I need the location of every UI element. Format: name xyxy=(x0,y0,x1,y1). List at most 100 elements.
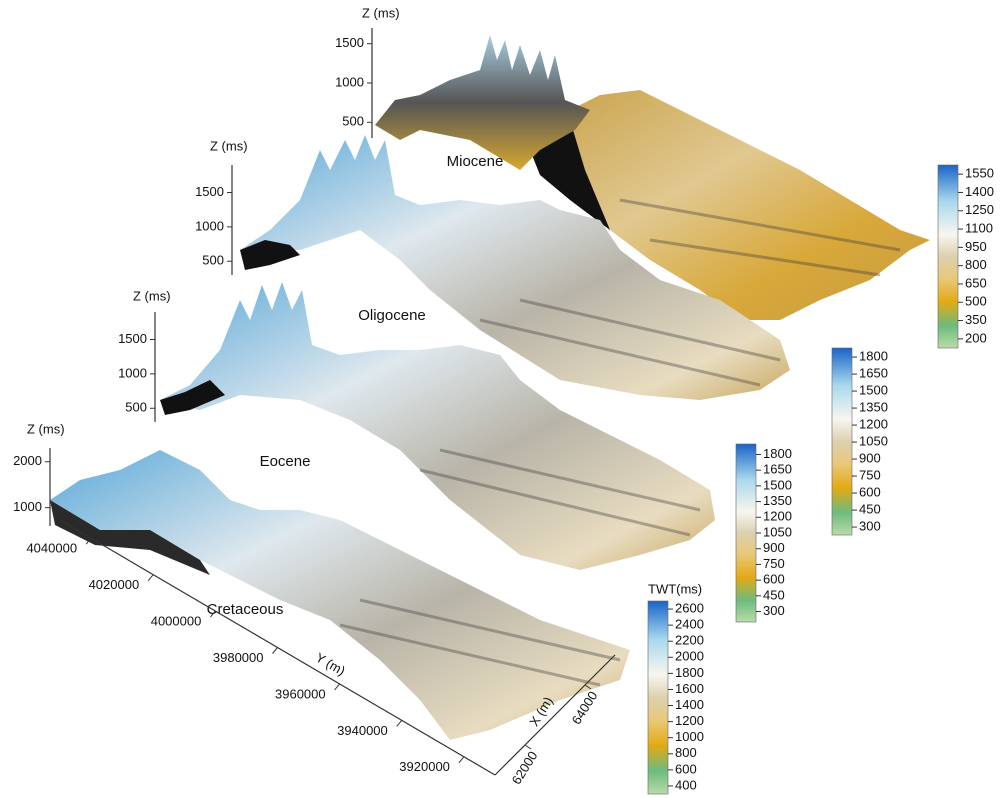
colorbar-tick-label: 500 xyxy=(965,294,987,309)
surface-name: Miocene xyxy=(447,153,504,170)
colorbar-tick-label: 1800 xyxy=(675,665,704,680)
y-axis-label: Y (m) xyxy=(313,650,348,679)
colorbar-tick-label: 1350 xyxy=(859,400,888,415)
cretaceous-shadow xyxy=(50,500,210,575)
colorbar-tick-label: 1400 xyxy=(965,184,994,199)
colorbar-tick-label: 200 xyxy=(965,330,987,345)
colorbar-tick-label: 2600 xyxy=(675,600,704,615)
x-tick xyxy=(524,744,532,750)
eocene-surface xyxy=(160,282,715,570)
z-axis-label: Z (ms) xyxy=(133,288,171,303)
y-tick-label: 4000000 xyxy=(151,614,202,629)
colorbar-tick-label: 1200 xyxy=(763,509,792,524)
colorbar-tick-label: 1800 xyxy=(859,349,888,364)
z-tick-label: 2000 xyxy=(13,453,42,468)
colorbar-tick-label: 600 xyxy=(763,572,785,587)
y-tick xyxy=(334,683,341,691)
colorbar-tick-label: 1000 xyxy=(675,729,704,744)
miocene-surface xyxy=(540,90,930,320)
y-tick-label: 3960000 xyxy=(275,686,326,701)
y-tick xyxy=(272,647,278,654)
colorbar-tick-label: 1050 xyxy=(763,524,792,539)
y-tick xyxy=(85,537,92,545)
colorbar-tick-label: 750 xyxy=(763,556,785,571)
y-tick-label: 3940000 xyxy=(337,723,388,738)
surface-name: Oligocene xyxy=(358,307,426,324)
colorbar-tick-label: 1650 xyxy=(859,366,888,381)
z-tick-label: 500 xyxy=(125,400,147,415)
colorbar-tick-label: 1200 xyxy=(859,417,888,432)
x-tick-label: 62000 xyxy=(509,748,541,787)
x-axis-line xyxy=(494,654,616,776)
colorbar-tick-label: 300 xyxy=(859,519,881,534)
ridge xyxy=(419,468,691,537)
colorbar-tick-label: 900 xyxy=(763,540,785,555)
colorbar xyxy=(831,347,853,536)
y-tick-label: 4020000 xyxy=(89,577,140,592)
colorbar-tick-label: 1650 xyxy=(763,462,792,477)
y-tick xyxy=(147,574,154,581)
ridge xyxy=(479,318,761,387)
colorbar-tick-label: 400 xyxy=(675,777,697,792)
colorbar-tick-label: 650 xyxy=(965,275,987,290)
z-axis-label: Z (ms) xyxy=(362,5,400,20)
ridge xyxy=(339,623,601,687)
z-tick-label: 500 xyxy=(342,114,364,129)
surface-name: Cretaceous xyxy=(207,601,284,618)
colorbar-tick-label: 1600 xyxy=(675,681,704,696)
y-tick xyxy=(458,756,465,764)
colorbar-tick-label: 1350 xyxy=(763,493,792,508)
ridge xyxy=(649,238,881,277)
colorbar-tick-label: 800 xyxy=(675,745,697,760)
y-tick xyxy=(396,720,403,727)
surface-name: Eocene xyxy=(260,453,311,470)
y-tick-label: 4040000 xyxy=(26,541,77,556)
colorbar-tick-label: 450 xyxy=(763,587,785,602)
colorbar-tick-label: 350 xyxy=(965,312,987,327)
colorbar-tick-label: 2000 xyxy=(675,649,704,664)
oligocene-surface xyxy=(240,135,790,400)
colorbar-tick-label: 1250 xyxy=(965,202,994,217)
surfaces xyxy=(50,35,930,740)
z-tick-label: 1500 xyxy=(335,35,364,50)
colorbar-tick-label: 1050 xyxy=(859,434,888,449)
colorbar xyxy=(735,443,757,623)
z-tick-label: 1000 xyxy=(118,365,147,380)
colorbar-tick-label: 1100 xyxy=(965,220,993,235)
colorbar-tick-label: 1550 xyxy=(965,166,994,181)
oligocene-shadow xyxy=(240,240,300,270)
colorbar-tick-label: 800 xyxy=(965,257,987,272)
y-tick-label: 3920000 xyxy=(399,759,450,774)
z-tick-label: 1500 xyxy=(118,331,147,346)
colorbar-tick-label: 1500 xyxy=(859,383,888,398)
y-tick-label: 3980000 xyxy=(213,650,264,665)
x-tick xyxy=(584,684,592,690)
cretaceous-surface xyxy=(50,450,630,740)
colorbar-tick-label: 2400 xyxy=(675,617,704,632)
colorbar-tick-label: 750 xyxy=(859,468,881,483)
colorbar-tick-label: 300 xyxy=(763,603,785,618)
colorbar-tick-label: 600 xyxy=(859,485,881,500)
y-tick xyxy=(209,610,216,618)
z-tick-label: 1500 xyxy=(195,184,224,199)
z-tick-label: 1000 xyxy=(195,218,224,233)
colorbar-tick-label: 450 xyxy=(859,502,881,517)
colorbar-tick-label: 1200 xyxy=(675,713,704,728)
eocene-shadow xyxy=(160,380,225,415)
ridge xyxy=(519,298,781,362)
miocene-shadow xyxy=(530,120,610,230)
colorbar-tick-label: 1400 xyxy=(675,697,704,712)
colorbar-tick-label: 2200 xyxy=(675,633,704,648)
colorbar xyxy=(937,164,959,349)
colorbar-tick-label: 1500 xyxy=(763,477,792,492)
ridge xyxy=(619,198,901,252)
miocene-peaks xyxy=(375,35,590,170)
colorbar xyxy=(647,600,669,795)
colorbar-tick-label: 1800 xyxy=(763,446,792,461)
ridge-lines xyxy=(339,198,901,687)
z-tick-label: 1000 xyxy=(13,499,42,514)
z-axis-label: Z (ms) xyxy=(27,421,65,436)
colorbar-tick-label: 950 xyxy=(965,239,987,254)
colorbar-tick-label: 900 xyxy=(859,451,881,466)
